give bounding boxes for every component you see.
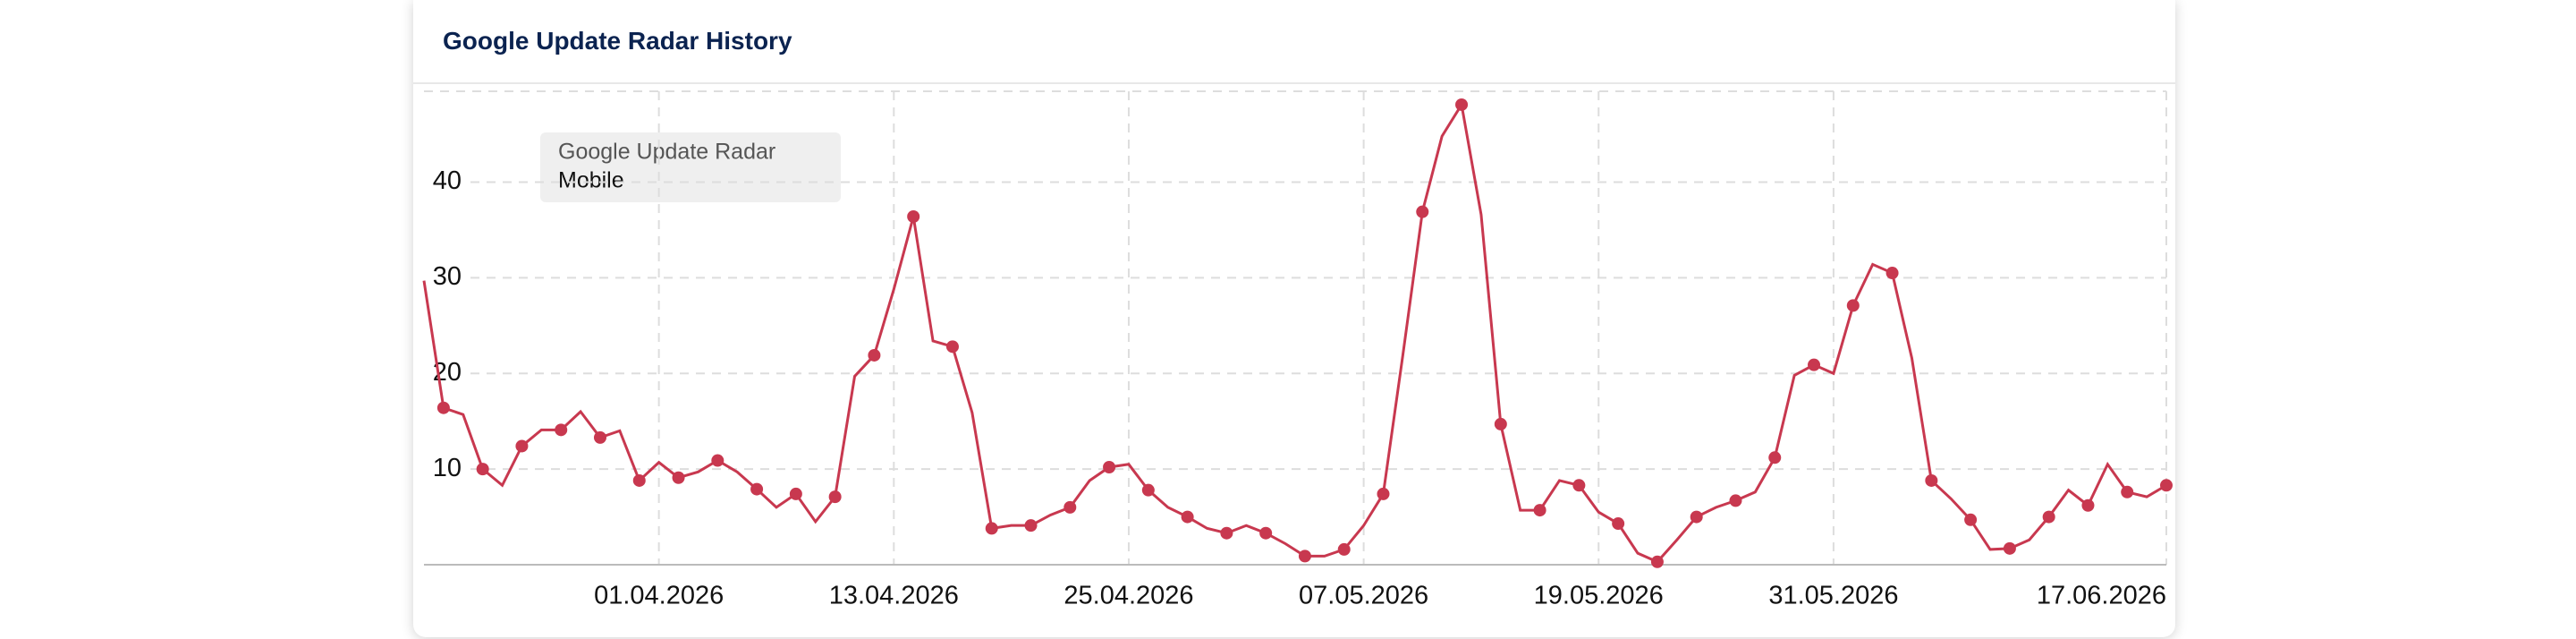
data-point <box>1141 483 1155 497</box>
data-point <box>2121 485 2134 498</box>
data-point <box>632 473 646 487</box>
chart-title: Google Update Radar History <box>443 27 792 55</box>
data-point <box>1337 542 1351 556</box>
data-point <box>1650 555 1664 568</box>
data-point <box>436 401 450 414</box>
legend-box <box>540 132 841 202</box>
data-point <box>1220 526 1233 540</box>
x-tick-label: 07.05.2026 <box>1299 582 1428 610</box>
data-point <box>1298 550 1311 563</box>
data-point <box>1964 513 1978 526</box>
data-point <box>711 454 724 467</box>
data-point <box>1572 479 1586 492</box>
data-point <box>1729 494 1742 507</box>
legend-title: Google Update Radar <box>558 140 775 165</box>
data-point <box>750 482 764 496</box>
x-tick-label: 31.05.2026 <box>1768 582 1898 610</box>
data-point <box>945 340 959 354</box>
data-point <box>1768 451 1782 464</box>
data-point <box>1690 510 1703 524</box>
data-point <box>2160 479 2173 492</box>
data-point <box>1377 487 1390 500</box>
data-point <box>1181 510 1194 524</box>
x-tick-label: 25.04.2026 <box>1063 582 1193 610</box>
data-point <box>593 430 606 444</box>
data-point <box>672 471 685 484</box>
card: Google Update Radar History <box>413 0 2175 637</box>
data-point <box>985 522 998 535</box>
data-point <box>1925 473 1938 487</box>
data-point <box>1612 517 1625 531</box>
legend-entry: Mobile <box>558 168 624 193</box>
data-point <box>907 209 920 223</box>
y-tick-label: 40 <box>433 166 462 195</box>
x-tick-label: 01.04.2026 <box>594 582 724 610</box>
data-point <box>2081 498 2095 512</box>
data-point <box>2042 510 2055 524</box>
data-point <box>828 490 842 504</box>
data-point <box>868 348 881 362</box>
card-header: Google Update Radar History <box>413 0 2175 84</box>
data-point <box>476 463 489 476</box>
data-point <box>1024 519 1038 532</box>
x-tick-label: 19.05.2026 <box>1534 582 1664 610</box>
data-point <box>515 439 529 453</box>
data-point <box>1885 267 1899 280</box>
x-tick-label: 13.04.2026 <box>829 582 959 610</box>
data-point <box>1063 500 1077 514</box>
data-point <box>1494 417 1507 430</box>
data-point <box>1846 299 1860 312</box>
data-point <box>1103 460 1116 473</box>
data-point <box>1533 504 1546 517</box>
data-point <box>1259 526 1273 540</box>
y-tick-label: 30 <box>433 262 462 291</box>
data-point <box>555 423 568 437</box>
x-tick-label: 17.06.2026 <box>2037 582 2166 610</box>
data-point <box>789 487 802 500</box>
data-point <box>1416 205 1429 218</box>
data-point <box>1455 98 1469 111</box>
data-point <box>1808 358 1821 371</box>
data-point <box>2003 541 2016 555</box>
y-tick-label: 10 <box>433 454 462 482</box>
